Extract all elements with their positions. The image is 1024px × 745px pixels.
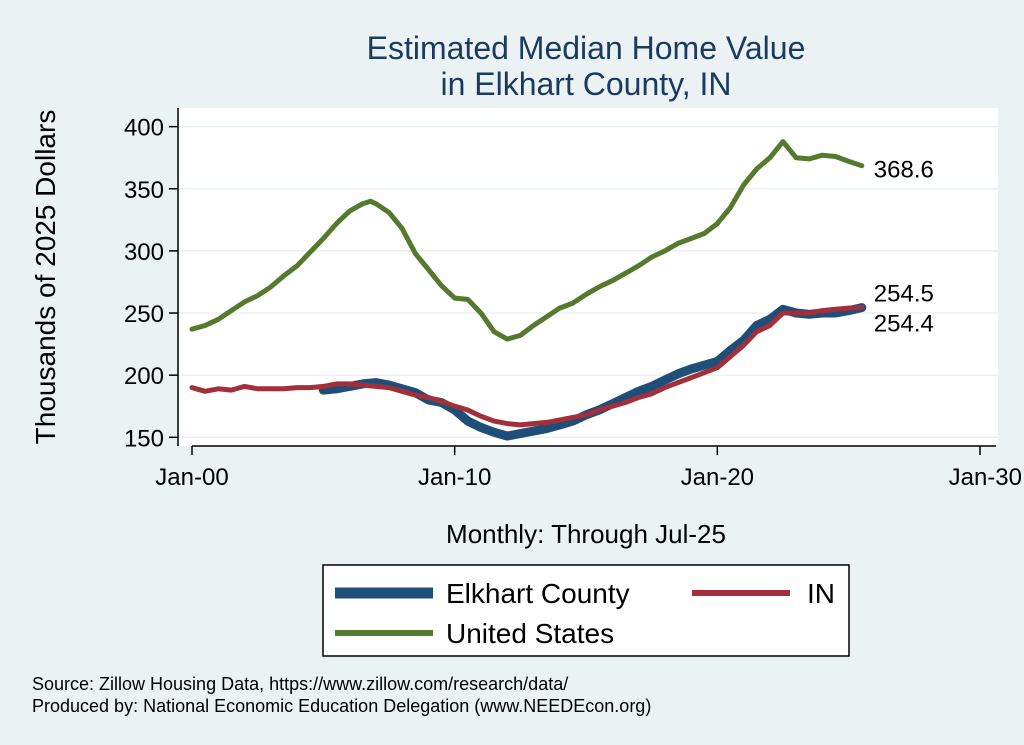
y-tick-label: 300 [124, 239, 164, 266]
y-tick-label: 400 [124, 115, 164, 142]
end-label-elkhart-county: 254.4 [874, 311, 934, 338]
y-tick-label: 200 [124, 363, 164, 390]
y-axis-title: Thousands of 2025 Dollars [30, 110, 61, 445]
chart-title-line-2: in Elkhart County, IN [440, 66, 731, 102]
legend-label-elkhart-county: Elkhart County [446, 578, 630, 609]
y-tick-label: 150 [124, 425, 164, 452]
series-line-united-states [189, 139, 865, 342]
y-tick-label: 250 [124, 301, 164, 328]
source-note: Source: Zillow Housing Data, https://www… [32, 674, 568, 694]
legend-label-in: IN [807, 578, 835, 609]
x-tick-label: Jan-10 [418, 464, 491, 491]
legend-label-united-states: United States [446, 618, 614, 649]
producer-note: Produced by: National Economic Education… [32, 696, 651, 716]
series-line-in [189, 304, 865, 428]
end-label-in: 254.5 [874, 280, 934, 307]
x-tick-label: Jan-30 [949, 464, 1022, 491]
x-axis-ticks: Jan-00 Jan-10 Jan-20 Jan-30 [155, 446, 1022, 491]
x-axis-title: Monthly: Through Jul-25 [446, 519, 726, 549]
chart-title-line-1: Estimated Median Home Value [367, 30, 806, 66]
x-tick-label: Jan-00 [155, 464, 228, 491]
x-tick-label: Jan-20 [681, 464, 754, 491]
end-label-united-states: 368.6 [874, 157, 934, 184]
y-tick-label: 350 [124, 177, 164, 204]
legend-box [322, 564, 850, 657]
legend: Elkhart County IN United States [322, 564, 850, 657]
y-axis-ticks: 150 200 250 300 350 400 [124, 115, 178, 452]
